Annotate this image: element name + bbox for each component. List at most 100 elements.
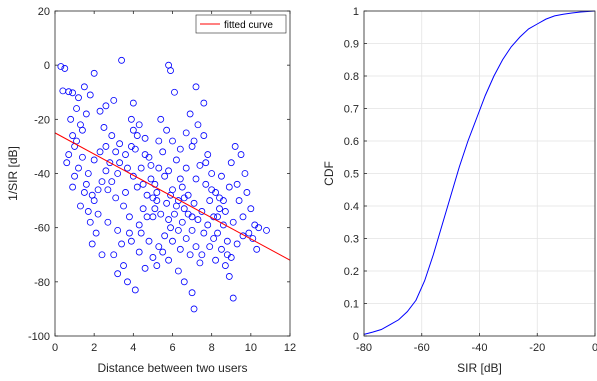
scatter-point	[169, 137, 176, 145]
scatter-point	[149, 254, 157, 261]
scatter-point	[223, 251, 231, 259]
scatter-point	[210, 235, 218, 242]
scatter-point	[118, 56, 125, 64]
scatter-point	[190, 137, 198, 145]
scatter-point	[182, 164, 190, 172]
scatter-point	[176, 145, 184, 153]
scatter-point	[165, 216, 172, 223]
scatter-x-axis-label: Distance between two users	[97, 361, 247, 375]
cdf-x-tick-label: -60	[414, 342, 430, 354]
scatter-point	[88, 240, 96, 248]
scatter-point	[223, 237, 231, 245]
scatter-point	[67, 115, 75, 123]
scatter-point	[153, 262, 161, 269]
scatter-point	[139, 180, 147, 188]
scatter-point	[141, 134, 149, 142]
scatter-point	[153, 189, 161, 196]
scatter-point	[176, 245, 184, 253]
scatter-point	[126, 213, 133, 221]
scatter-point	[79, 126, 86, 134]
scatter-point	[112, 148, 120, 156]
scatter-point	[206, 243, 214, 251]
scatter-point	[129, 99, 137, 107]
scatter-y-tick-label: -80	[34, 277, 50, 289]
scatter-point	[98, 178, 106, 186]
scatter-point	[151, 205, 159, 213]
scatter-point	[127, 143, 135, 150]
scatter-point	[65, 151, 73, 158]
scatter-point	[133, 183, 141, 191]
scatter-point	[171, 210, 178, 218]
scatter-point	[192, 175, 200, 183]
cdf-y-axis-label: CDF	[322, 161, 336, 186]
scatter-point	[65, 88, 73, 96]
scatter-point	[118, 240, 125, 248]
scatter-point	[104, 186, 112, 194]
scatter-point	[182, 129, 190, 137]
scatter-point	[198, 251, 206, 259]
scatter-point	[233, 180, 241, 188]
cdf-line	[363, 10, 596, 335]
cdf-y-tick-label: 0.1	[344, 299, 359, 311]
scatter-point	[145, 237, 153, 245]
scatter-point	[206, 197, 214, 204]
scatter-point	[163, 199, 171, 207]
scatter-point	[82, 110, 90, 118]
cdf-y-tick-label: 0.3	[344, 234, 359, 246]
scatter-point	[104, 218, 112, 226]
scatter-point	[196, 259, 204, 267]
scatter-x-tick-label: 12	[284, 342, 296, 354]
scatter-point	[69, 89, 77, 97]
scatter-point	[243, 189, 251, 196]
scatter-point	[174, 267, 182, 275]
scatter-point	[157, 210, 165, 218]
scatter-point	[137, 164, 145, 172]
scatter-point	[127, 115, 135, 123]
scatter-point	[194, 121, 202, 129]
scatter-point	[96, 148, 104, 156]
scatter-point	[237, 151, 245, 158]
cdf-y-tick-label: 0.8	[344, 71, 359, 83]
scatter-point	[73, 105, 80, 112]
scatter-point	[98, 251, 106, 259]
scatter-point	[169, 237, 176, 245]
scatter-point	[143, 191, 151, 199]
scatter-point	[255, 224, 263, 232]
scatter-point	[263, 226, 270, 234]
scatter-point	[178, 183, 186, 191]
scatter-x-tick-label: 6	[169, 342, 175, 354]
scatter-x-tick-label: 0	[52, 342, 58, 354]
scatter-point	[173, 156, 180, 164]
scatter-point	[165, 256, 172, 264]
scatter-point	[225, 183, 233, 191]
scatter-point	[202, 159, 210, 167]
scatter-legend: fitted curve	[195, 14, 287, 34]
scatter-point	[141, 151, 149, 158]
scatter-point	[102, 102, 110, 110]
scatter-point	[247, 205, 255, 213]
scatter-point	[80, 83, 88, 91]
cdf-y-tick-label: 0	[353, 331, 359, 343]
scatter-point	[120, 262, 127, 269]
scatter-point	[86, 218, 94, 226]
scatter-point	[163, 126, 171, 134]
scatter-point	[84, 208, 92, 215]
scatter-y-ticks: -100 -80 -60 -40 -20 0 20	[28, 6, 290, 343]
scatter-point	[161, 232, 169, 240]
scatter-point	[218, 172, 225, 180]
scatter-point	[155, 243, 163, 251]
scatter-point	[108, 132, 116, 139]
scatter-point	[174, 197, 182, 204]
scatter-point	[216, 205, 223, 213]
scatter-point	[147, 175, 155, 183]
scatter-point	[208, 186, 216, 194]
scatter-x-tick-label: 2	[91, 342, 97, 354]
scatter-point	[180, 205, 188, 213]
scatter-point	[102, 143, 110, 150]
cdf-y-tick-label: 0.9	[344, 39, 359, 51]
scatter-point	[106, 159, 114, 167]
scatter-point	[220, 221, 227, 229]
scatter-point	[167, 67, 174, 74]
scatter-point	[127, 237, 135, 245]
scatter-point	[135, 221, 143, 229]
